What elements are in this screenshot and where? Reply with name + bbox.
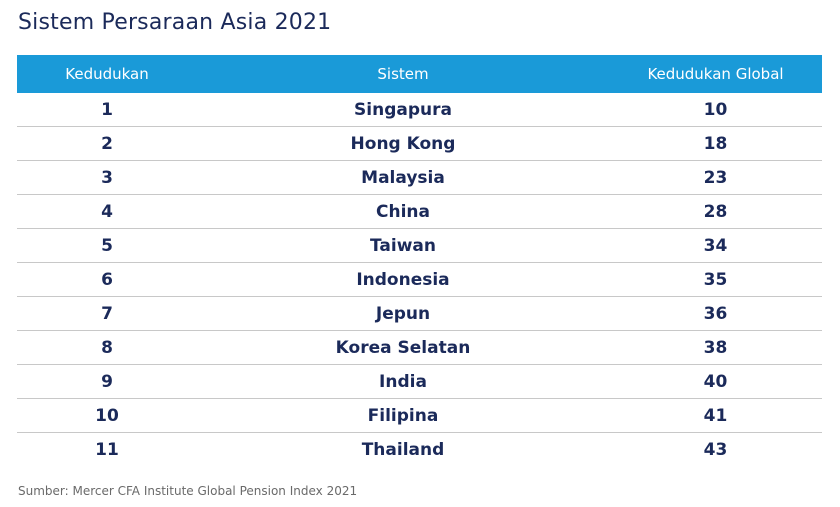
table-cell: 28	[609, 194, 822, 229]
table-cell: Malaysia	[197, 160, 609, 195]
table-row: 2 Hong Kong 18	[17, 126, 822, 161]
table-cell: 11	[95, 439, 119, 460]
table-cell: 35	[609, 262, 822, 297]
table-cell: 41	[609, 398, 822, 433]
table-header: Kedudukan Sistem Kedudukan Global	[17, 55, 822, 93]
column-header: Sistem	[197, 55, 609, 93]
table-row: 1 Singapura 10	[17, 93, 822, 127]
table-cell: 5	[17, 228, 197, 263]
table-cell: Filipina	[197, 398, 609, 433]
table-cell: 2	[17, 126, 197, 161]
table-row: 7 Jepun 36	[17, 296, 822, 331]
table-cell: 10	[609, 93, 822, 127]
table-cell: Hong Kong	[197, 126, 609, 161]
table-cell: 18	[609, 126, 822, 161]
table-cell: 10	[17, 398, 197, 433]
table-cell: 7	[17, 296, 197, 331]
table-row: 6 Indonesia 35	[17, 262, 822, 297]
title: Sistem Persaraan Asia 2021	[18, 10, 332, 35]
table-row: 5 Taiwan 34	[17, 228, 822, 263]
table-cell: 43	[703, 439, 728, 460]
table-row: 10 Filipina 41	[17, 398, 822, 433]
table-row: 8 Korea Selatan 38	[17, 330, 822, 365]
table-cell: Singapura	[197, 93, 609, 127]
table-row: 11 Thailand 43	[17, 433, 822, 467]
table-cell: Taiwan	[197, 228, 609, 263]
table-row: 9 India 40	[17, 364, 822, 399]
table-cell: Jepun	[197, 296, 609, 331]
table-cell: Indonesia	[197, 262, 609, 297]
table-cell: 8	[17, 330, 197, 365]
table-cell: 9	[17, 364, 197, 399]
table-cell: 34	[609, 228, 822, 263]
table-row: 4 China 28	[17, 194, 822, 229]
ranking-table: Kedudukan Sistem Kedudukan Global 1 Singapu…	[17, 55, 822, 466]
table-cell: 6	[17, 262, 197, 297]
table-cell: 23	[609, 160, 822, 195]
table-cell: 1	[17, 93, 197, 127]
table-cell: 3	[17, 160, 197, 195]
table-body: 1 Singapura 10 2 Hong Kong 18 3 Malaysia 23 4 Chin…	[17, 93, 822, 466]
table-row: 3 Malaysia 23	[17, 160, 822, 195]
table-cell: Thailand	[361, 439, 445, 460]
table-cell: 4	[17, 194, 197, 229]
table-cell: 36	[609, 296, 822, 331]
table-cell: India	[197, 364, 609, 399]
header-row: Kedudukan Sistem Kedudukan Global	[17, 55, 822, 93]
column-header: Kedudukan	[17, 55, 197, 93]
source-note: Sumber: Mercer CFA Institute Global Pens…	[18, 484, 358, 498]
table-cell: 38	[609, 330, 822, 365]
column-header: Kedudukan Global	[609, 55, 822, 93]
table-cell: 40	[609, 364, 822, 399]
table-cell: Korea Selatan	[197, 330, 609, 365]
table-cell: China	[197, 194, 609, 229]
